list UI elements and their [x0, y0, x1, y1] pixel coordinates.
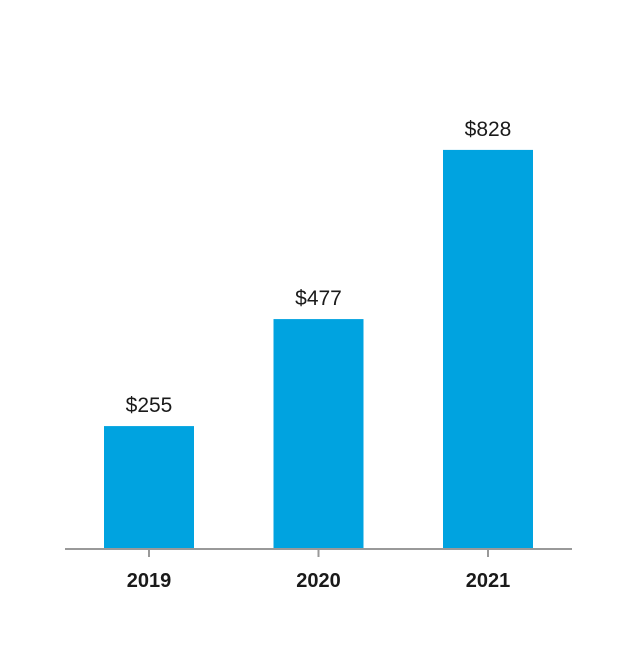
- x-tick-labels-group: 2019 2020 2021: [127, 570, 511, 592]
- x-tick-label-2020: 2020: [296, 570, 341, 592]
- x-tick-label-2019: 2019: [127, 570, 172, 592]
- bar-2021: [443, 149, 533, 550]
- bars-group: [104, 149, 533, 550]
- value-labels-group: $255 $477 $828: [126, 118, 512, 417]
- bar-2020: [273, 319, 364, 549]
- value-label-2019: $255: [126, 394, 173, 417]
- x-ticks-group: [148, 549, 489, 557]
- bar-2019: [104, 426, 194, 549]
- value-label-2021: $828: [465, 118, 512, 141]
- value-label-2020: $477: [295, 287, 342, 310]
- x-tick-label-2021: 2021: [466, 570, 511, 592]
